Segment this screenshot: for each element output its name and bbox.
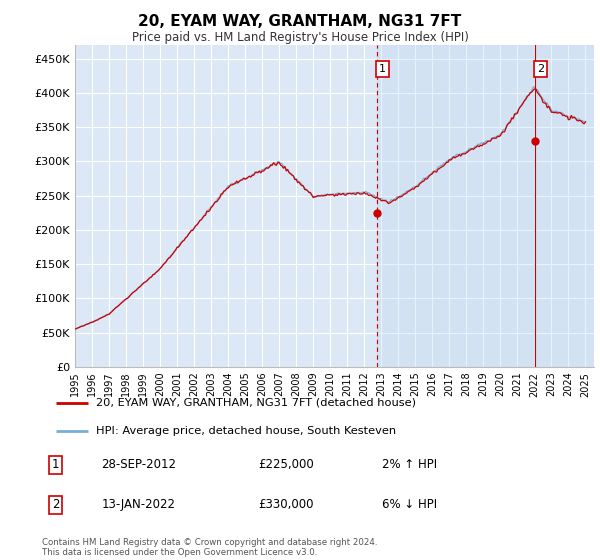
Text: HPI: Average price, detached house, South Kesteven: HPI: Average price, detached house, Sout… (96, 426, 396, 436)
Text: 2% ↑ HPI: 2% ↑ HPI (382, 458, 437, 471)
Text: 6% ↓ HPI: 6% ↓ HPI (382, 498, 437, 511)
Text: £330,000: £330,000 (258, 498, 314, 511)
Bar (377, 45, 600, 367)
Text: Price paid vs. HM Land Registry's House Price Index (HPI): Price paid vs. HM Land Registry's House … (131, 31, 469, 44)
Point (530, 136, 540, 145)
Text: 2: 2 (537, 64, 544, 74)
Text: Contains HM Land Registry data © Crown copyright and database right 2024.
This d: Contains HM Land Registry data © Crown c… (42, 538, 377, 557)
Text: 20, EYAM WAY, GRANTHAM, NG31 7FT: 20, EYAM WAY, GRANTHAM, NG31 7FT (139, 14, 461, 29)
Text: 1: 1 (379, 64, 386, 74)
Text: £225,000: £225,000 (258, 458, 314, 471)
Point (372, 208, 382, 217)
Text: 1: 1 (52, 458, 59, 471)
Text: 28-SEP-2012: 28-SEP-2012 (101, 458, 176, 471)
Text: 2: 2 (52, 498, 59, 511)
Text: 20, EYAM WAY, GRANTHAM, NG31 7FT (detached house): 20, EYAM WAY, GRANTHAM, NG31 7FT (detach… (96, 398, 416, 408)
Text: 13-JAN-2022: 13-JAN-2022 (101, 498, 175, 511)
